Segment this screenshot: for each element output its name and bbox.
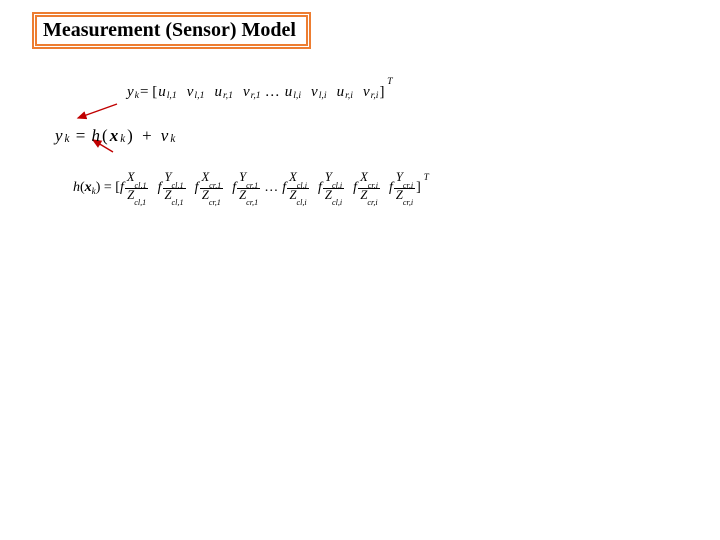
eq1-t5-u: v bbox=[311, 84, 318, 101]
eq1-t1-s: l,1 bbox=[194, 90, 204, 101]
eq3-arg: x bbox=[85, 180, 92, 196]
eq3-frac-3: Ycr,1Zcr,1 bbox=[237, 171, 260, 204]
eq1-t2-u: u bbox=[214, 84, 222, 101]
eq3-arg-sub: k bbox=[92, 186, 96, 196]
eq3-close-bracket: ]T bbox=[416, 180, 421, 196]
eq3-close-paren: ) = [ bbox=[96, 180, 120, 196]
eq3-lhs-func: h bbox=[73, 180, 80, 196]
eq1-close-bracket: ]T bbox=[380, 84, 385, 101]
equation-measurement-model: yk = h(xk) + vk bbox=[55, 124, 700, 148]
eq1-t6-u: u bbox=[337, 84, 345, 101]
equations-area: yk = [ ul,1 vl,1 ur,1 vr,1 … ul,i vl,i u… bbox=[55, 80, 700, 208]
eq2-func: h bbox=[92, 126, 101, 146]
eq1-t0-u: u bbox=[158, 84, 166, 101]
eq2-plus bbox=[135, 126, 139, 146]
eq2-close-paren: ) bbox=[127, 126, 133, 146]
eq3-f1: f bbox=[158, 180, 162, 196]
eq3-frac-4: Xcl,iZcl,i bbox=[287, 171, 309, 204]
eq3-dots: … bbox=[264, 180, 279, 196]
eq1-lhs-var: y bbox=[127, 84, 134, 101]
eq2-noise-sub: k bbox=[170, 133, 175, 145]
eq3-frac-1: Ycl,1Zcl,1 bbox=[163, 171, 186, 204]
eq1-transpose: T bbox=[387, 76, 392, 87]
eq3-f5: f bbox=[318, 180, 322, 196]
eq1-t1-u: v bbox=[187, 84, 194, 101]
eq1-t6-s: r,i bbox=[345, 90, 353, 101]
eq3-frac-6: Xcr,iZcr,i bbox=[358, 171, 380, 204]
eq3-transpose: T bbox=[424, 172, 429, 182]
eq2-arg: x bbox=[110, 126, 119, 146]
eq1-t3-s: r,1 bbox=[251, 90, 261, 101]
eq2-equals: = bbox=[71, 126, 89, 146]
eq1-lhs-sub: k bbox=[135, 90, 139, 101]
eq1-t7-u: v bbox=[363, 84, 370, 101]
eq2-noise: v bbox=[161, 126, 169, 146]
eq1-t4-u: u bbox=[285, 84, 293, 101]
eq3-f0: f bbox=[120, 180, 124, 196]
eq1-t3-u: v bbox=[243, 84, 250, 101]
eq3-frac-2: Xcr,1Zcr,1 bbox=[199, 171, 223, 204]
eq3-frac-7: Ycr,iZcr,i bbox=[394, 171, 415, 204]
eq2-plus-sym: + bbox=[141, 126, 152, 146]
equation-measurement-vector: yk = [ ul,1 vl,1 ur,1 vr,1 … ul,i vl,i u… bbox=[127, 80, 720, 104]
eq3-f4: f bbox=[282, 180, 286, 196]
eq3-frac-0: Xcl,1Zcl,1 bbox=[125, 171, 149, 204]
eq2-open-paren: ( bbox=[102, 126, 108, 146]
equation-projection-model: h(xk) = [ f Xcl,1Zcl,1 f Ycl,1Zcl,1 f Xc… bbox=[73, 168, 718, 208]
eq2-arg-sub: k bbox=[120, 133, 125, 145]
eq2-lhs-var: y bbox=[55, 126, 63, 146]
eq1-dots: … bbox=[265, 84, 281, 101]
eq3-f7: f bbox=[389, 180, 393, 196]
eq1-t0-s: l,1 bbox=[167, 90, 177, 101]
eq1-t5-s: l,i bbox=[319, 90, 327, 101]
equals-sign: = [ bbox=[140, 84, 157, 101]
eq3-f2: f bbox=[195, 180, 199, 196]
eq1-t4-s: l,i bbox=[293, 90, 301, 101]
eq3-frac-5: Ycl,iZcl,i bbox=[323, 171, 344, 204]
eq1-t2-s: r,1 bbox=[223, 90, 233, 101]
eq2-lhs-sub: k bbox=[65, 133, 70, 145]
eq3-f6: f bbox=[353, 180, 357, 196]
eq1-t7-s: r,i bbox=[371, 90, 379, 101]
eq3-f3: f bbox=[232, 180, 236, 196]
